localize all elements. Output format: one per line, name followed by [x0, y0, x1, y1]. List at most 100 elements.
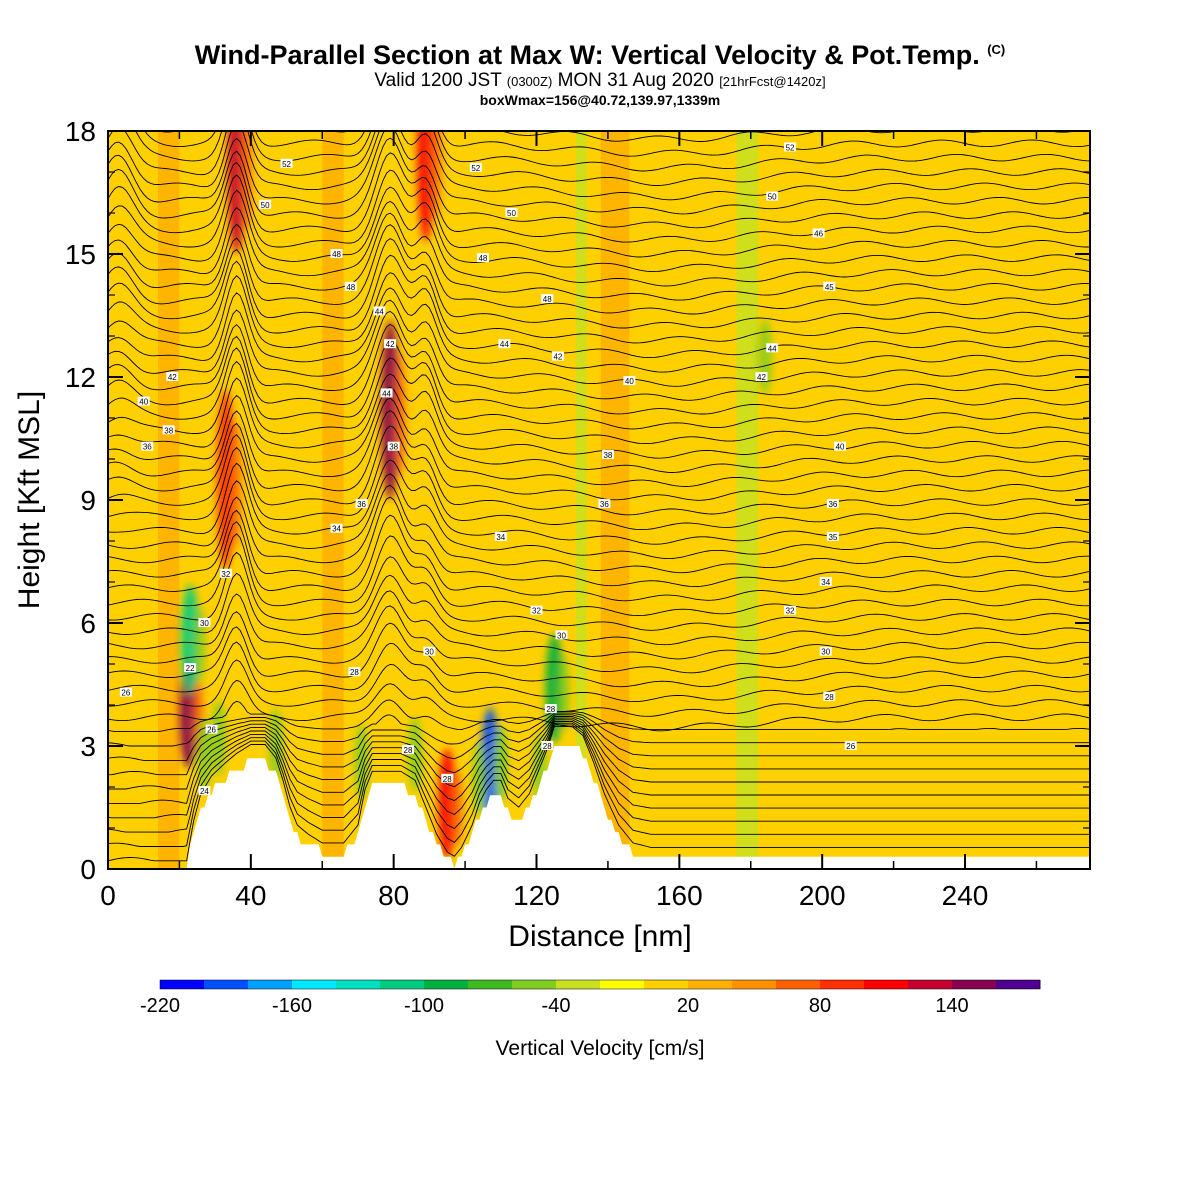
- theta-label-text: 36: [143, 443, 152, 452]
- theta-contour-label: 42: [551, 351, 564, 362]
- plot-area: 52 50 48 48 52 50 48 48 44 42 40 52 50 46 45 44 42 40 44 42…: [108, 131, 1090, 869]
- theta-contour-label: 34: [330, 523, 343, 534]
- colorbar-swatch: [600, 980, 645, 989]
- colorbar-swatch: [776, 980, 821, 989]
- theta-label-text: 34: [821, 578, 830, 587]
- velocity-band: [772, 131, 816, 869]
- theta-label-bg: [530, 605, 543, 615]
- theta-contour-label: 32: [219, 568, 232, 579]
- theta-label-bg: [544, 704, 557, 714]
- theta-label-bg: [601, 449, 614, 459]
- theta-label-text: 40: [139, 398, 148, 407]
- theta-contour-line: [108, 719, 1090, 804]
- colorbar-swatch: [864, 980, 909, 989]
- theta-label-text: 30: [200, 619, 209, 628]
- theta-contour-line: [108, 551, 1090, 631]
- colorbar-swatch: [556, 980, 601, 989]
- theta-contour-line: [108, 397, 1090, 487]
- theta-label-text: 35: [828, 533, 837, 542]
- theta-label-text: 30: [557, 631, 566, 640]
- theta-contour-line: [108, 622, 1090, 688]
- downdraft-flank: [197, 716, 212, 793]
- theta-label-bg: [141, 441, 154, 451]
- colorbar-tick-label: -100: [404, 995, 444, 1017]
- theta-label-bg: [423, 646, 436, 656]
- theta-label-text: 28: [350, 668, 359, 677]
- theta-contour-label: 48: [330, 249, 343, 259]
- velocity-core-halo: [429, 131, 442, 220]
- theta-label-text: 34: [496, 533, 505, 542]
- theta-contour-label: 44: [766, 343, 779, 353]
- theta-label-text: 48: [346, 283, 355, 292]
- theta-contour-label: 36: [826, 499, 839, 509]
- theta-contour-label: 28: [401, 745, 414, 755]
- theta-contour-line: [108, 514, 1090, 602]
- velocity-band: [736, 131, 758, 869]
- theta-contour-line: [108, 717, 1090, 790]
- theta-contour-label: 26: [119, 687, 132, 698]
- theta-label-text: 42: [386, 340, 395, 349]
- colorbar-tick-label: -160: [272, 995, 312, 1017]
- downdraft-flank: [493, 724, 508, 801]
- theta-label-bg: [166, 372, 179, 381]
- x-tick-label: 80: [378, 880, 409, 911]
- theta-label-text: 44: [375, 307, 384, 316]
- terrain-mask: [108, 746, 1090, 869]
- theta-contour-line: [108, 484, 1090, 574]
- theta-label-bg: [355, 499, 368, 509]
- colorbar: -220 -160 -100 -40 20 80 140: [140, 979, 1041, 1017]
- theta-contour-line: [108, 716, 1090, 776]
- box-wmax-info: boxWmax=156@40.72,139.97,1339m: [479, 92, 721, 108]
- theta-label-text: 52: [471, 164, 480, 173]
- theta-contour-label: 28: [541, 741, 554, 751]
- theta-label-bg: [401, 745, 414, 755]
- colorbar-tick-label: 140: [935, 995, 968, 1017]
- colorbar-swatch: [688, 980, 733, 989]
- theta-contour-line: [108, 339, 1090, 430]
- theta-label-text: 28: [543, 742, 552, 751]
- theta-label-text: 36: [357, 500, 366, 509]
- theta-contour-label: 38: [601, 449, 614, 460]
- theta-contour-label: 44: [498, 339, 511, 349]
- theta-label-bg: [784, 142, 797, 152]
- theta-contour-label: 30: [198, 618, 211, 628]
- theta-contour-line: [108, 714, 1090, 761]
- theta-contour-label: 28: [441, 773, 454, 784]
- x-tick-label: 40: [235, 880, 266, 911]
- theta-contour-line: [108, 679, 1090, 732]
- theta-contour-line: [108, 605, 1090, 674]
- colorbar-swatch: [424, 980, 469, 989]
- y-axis-label: Height [Kft MSL]: [13, 390, 46, 610]
- y-tick-label: 18: [65, 116, 96, 147]
- theta-contour-line: [108, 724, 1090, 847]
- theta-contour-label: 34: [819, 577, 832, 587]
- theta-contour-line: [108, 659, 1090, 717]
- theta-label-bg: [823, 691, 836, 701]
- theta-contour-label: 40: [137, 396, 150, 407]
- theta-contour-line: [108, 310, 1090, 401]
- theta-contour-line: [157, 131, 1078, 142]
- theta-label-bg: [198, 786, 211, 796]
- y-tick-label: 9: [80, 485, 96, 516]
- theta-label-bg: [541, 294, 554, 304]
- theta-label-text: 50: [261, 201, 270, 210]
- velocity-band: [907, 131, 966, 869]
- theta-label-bg: [330, 523, 343, 533]
- colorbar-swatch: [468, 980, 513, 989]
- y-tick-label: 15: [65, 239, 96, 270]
- theta-label-bg: [755, 372, 768, 381]
- theta-contour-line: [108, 272, 1090, 359]
- theta-label-bg: [819, 646, 832, 656]
- theta-contour-label: 44: [380, 388, 393, 398]
- theta-label-text: 26: [121, 689, 130, 698]
- theta-label-text: 36: [828, 500, 837, 509]
- theta-label-text: 28: [825, 693, 834, 702]
- theta-label-text: 26: [207, 726, 216, 735]
- theta-contour-label: 38: [162, 425, 175, 435]
- theta-contour-label: 50: [259, 199, 272, 210]
- x-tick-label: 160: [656, 880, 703, 911]
- theta-contour-label: 32: [530, 605, 543, 616]
- colorbar-swatch: [380, 980, 425, 989]
- theta-label-bg: [384, 339, 397, 349]
